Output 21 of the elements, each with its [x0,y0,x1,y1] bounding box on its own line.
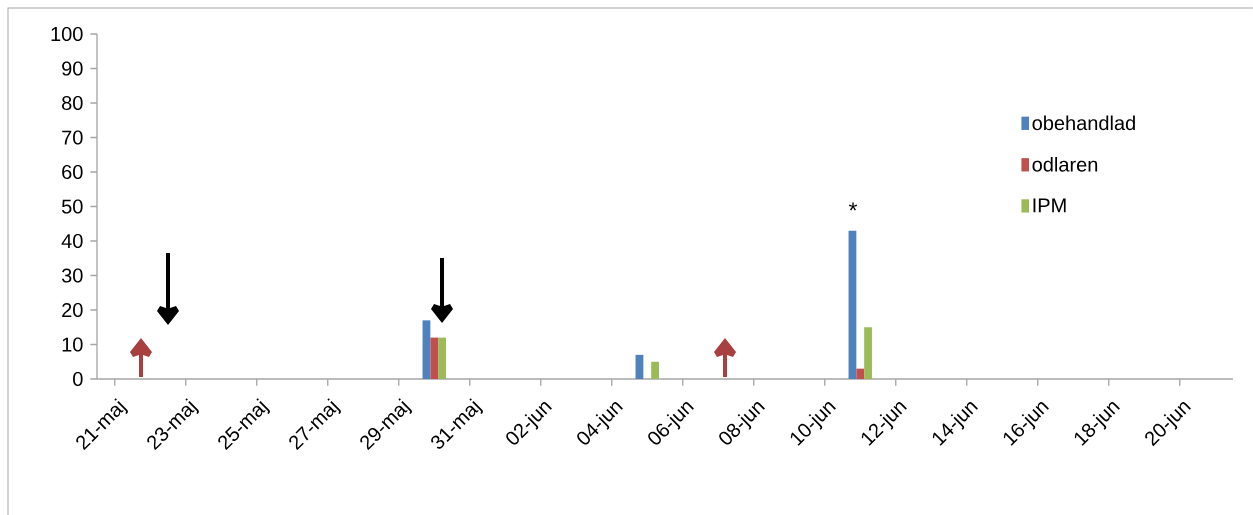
y-tick-label: 40 [61,233,83,249]
bar [438,337,446,379]
y-tick-label: 100 [51,26,83,42]
y-tick-label: 60 [62,164,83,180]
bar [422,320,431,379]
y-tick-label: 10 [62,337,83,352]
bar [856,368,865,379]
y-tick-label: 20 [62,302,83,318]
y-tick-label: 70 [62,130,83,145]
legend-label: obehandlad [1032,115,1135,131]
legend-label: IPM [1033,198,1066,213]
legend-label: odlaren [1032,156,1098,172]
y-tick-label: 30 [61,268,83,283]
bar [864,327,872,379]
annotation: * [848,202,858,211]
bar [430,337,439,379]
y-tick-label: 80 [62,95,83,111]
y-tick-label: 50 [61,199,83,214]
bar [651,361,659,379]
y-tick-label: 90 [62,61,83,76]
y-tick-label: 0 [73,371,83,387]
